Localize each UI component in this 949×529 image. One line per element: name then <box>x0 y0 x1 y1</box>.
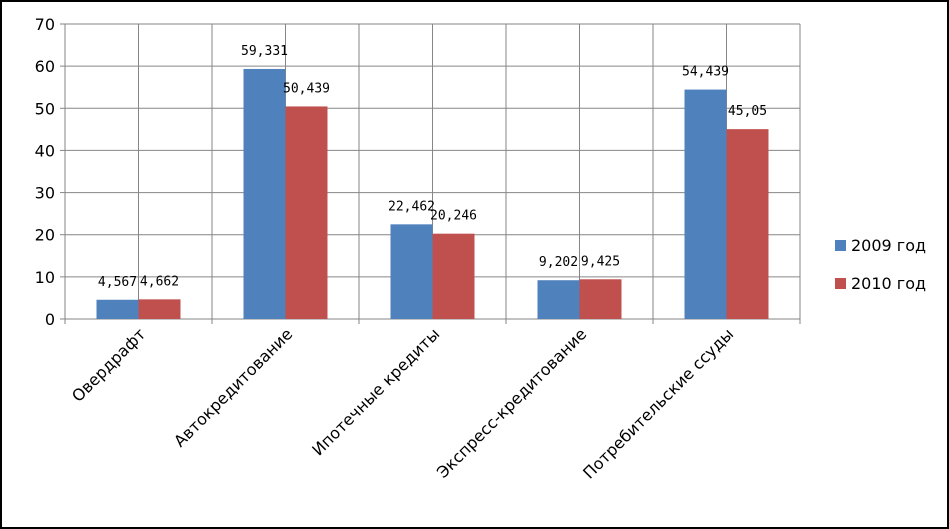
data-label: 59,331 <box>241 44 288 59</box>
legend-label: 2010 год <box>851 274 926 293</box>
bar-series-1 <box>96 299 139 319</box>
x-category-label: Автокредитование <box>170 324 296 450</box>
y-tick-label: 20 <box>35 226 55 245</box>
legend-label: 2009 год <box>851 236 926 255</box>
data-label: 4,662 <box>140 274 179 289</box>
y-tick-label: 0 <box>45 310 55 329</box>
data-label: 54,439 <box>682 65 729 80</box>
bar-series-2 <box>285 106 328 320</box>
data-label: 20,246 <box>430 209 477 224</box>
data-label: 4,567 <box>98 275 137 290</box>
data-label: 45,05 <box>728 104 767 119</box>
x-category-label: Потребительские ссуды <box>579 324 737 482</box>
bar-series-2 <box>138 299 181 319</box>
data-label: 9,425 <box>581 254 620 269</box>
data-label: 50,439 <box>283 81 330 96</box>
y-tick-label: 10 <box>35 268 55 287</box>
legend: 2009 год 2010 год <box>835 236 926 293</box>
bar-series-2 <box>579 279 622 319</box>
y-tick-label: 40 <box>35 141 55 160</box>
y-tick-label: 30 <box>35 184 55 203</box>
legend-swatch <box>835 240 846 251</box>
legend-swatch <box>835 278 846 289</box>
x-category-label: Экспресс-кредитование <box>433 324 590 481</box>
x-category-label: Овердрафт <box>68 324 149 405</box>
x-category-label: Ипотечные кредиты <box>308 324 443 459</box>
bar-series-2 <box>726 129 769 319</box>
y-tick-label: 50 <box>35 99 55 118</box>
data-label: 9,202 <box>539 255 578 270</box>
bar-series-1 <box>537 280 580 319</box>
y-axis-ticks: 0 10 20 30 40 50 60 70 <box>35 15 55 329</box>
y-tick-label: 60 <box>35 57 55 76</box>
y-tick-label: 70 <box>35 15 55 34</box>
bar-series-1 <box>390 224 433 319</box>
bars <box>96 68 769 320</box>
bar-series-2 <box>432 233 475 319</box>
bar-series-1 <box>684 89 727 320</box>
bar-series-1 <box>243 68 286 319</box>
x-axis: Овердрафт Автокредитование Ипотечные креди… <box>68 324 737 482</box>
data-label: 22,462 <box>388 199 435 214</box>
